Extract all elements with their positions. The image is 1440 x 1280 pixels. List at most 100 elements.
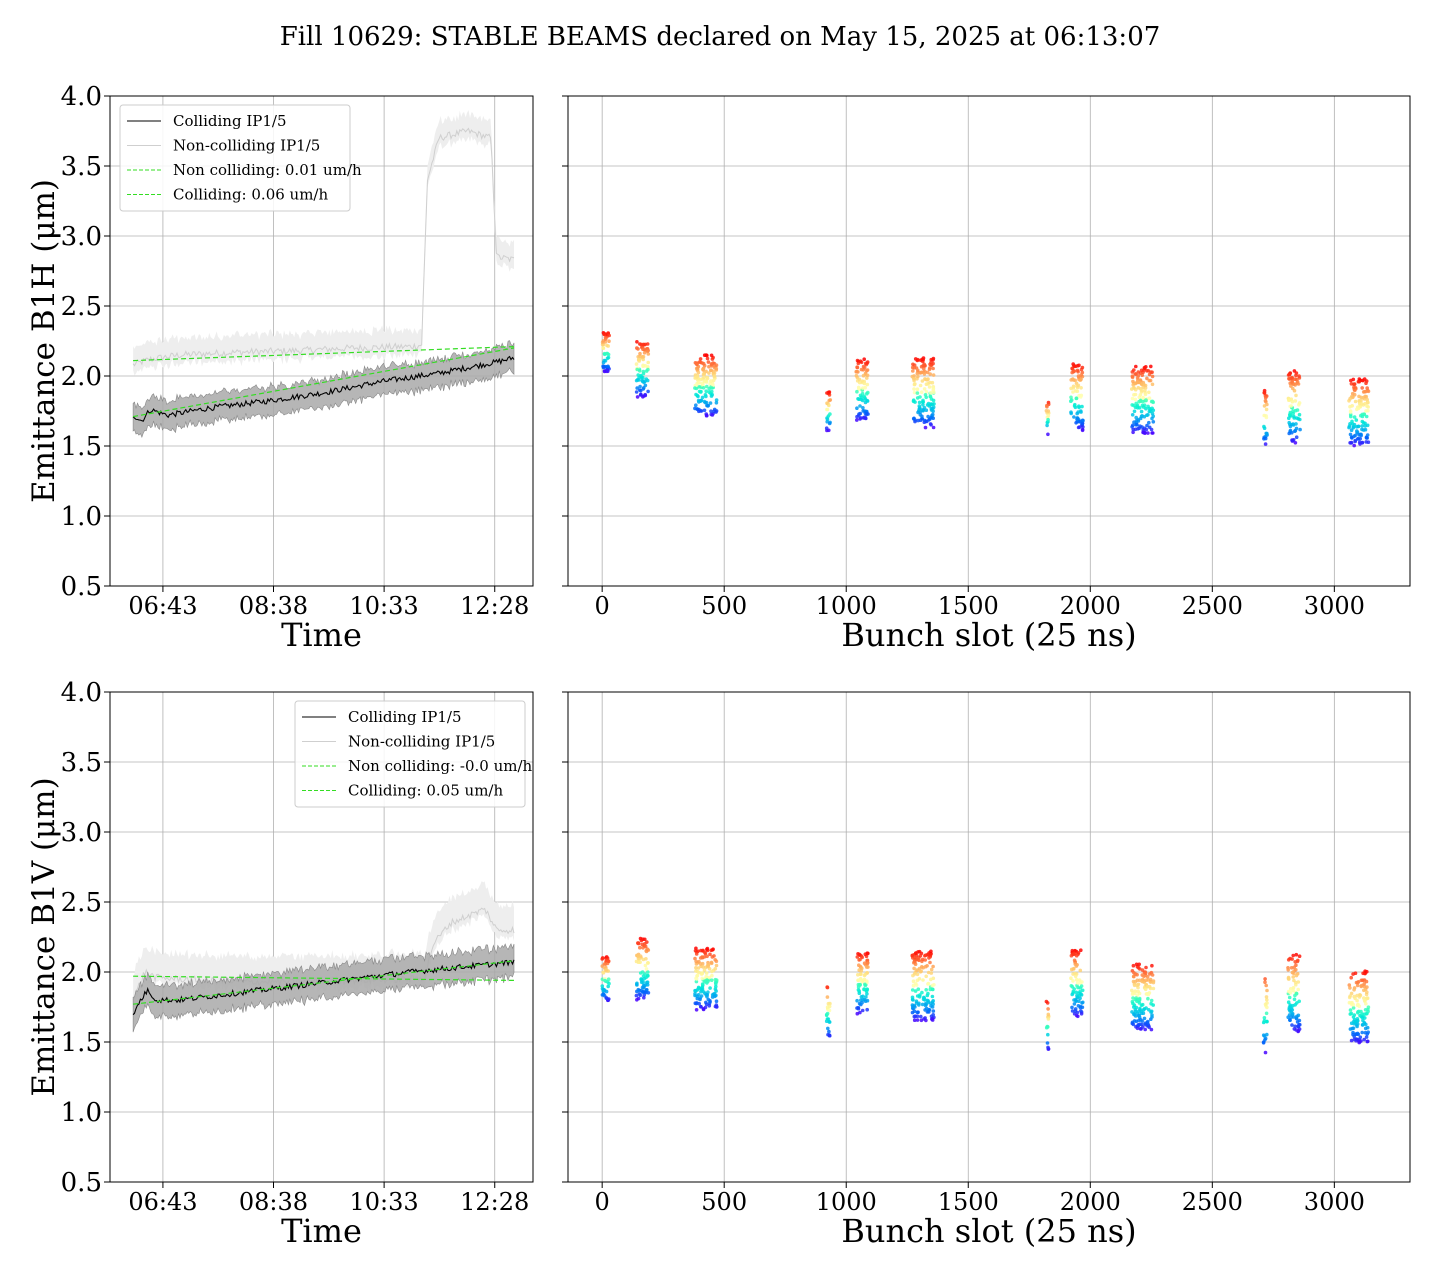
bunch-point [704,974,708,979]
bunch-point [923,954,927,958]
bunch-point [857,387,862,391]
bunch-point [634,993,639,998]
bunch-point [705,946,710,951]
bunch-point [1297,374,1301,378]
bunch-point [1347,1000,1352,1005]
bunch-point [916,374,920,379]
bunch-point [602,352,607,357]
bunch-point [704,389,708,394]
bunch-point [1265,1001,1269,1005]
legend-colliding-label: Colliding IP1/5 [348,708,462,726]
bunch-point [1080,1001,1084,1005]
bunch-point [916,368,920,373]
bunch-point [861,994,865,999]
bunch-point [639,392,643,397]
bunch-point [1147,396,1152,401]
bunch-point [865,992,869,996]
bunch-point [1360,1030,1364,1035]
legend-noncolliding-fit-label: Non colliding: 0.01 um/h [173,161,362,179]
bunch-point [827,1029,831,1034]
bunch-point [700,985,705,989]
bunch-point [695,994,699,998]
bunch-point [1076,1014,1080,1019]
bunch-point [1288,1018,1292,1022]
bunch-point [641,342,646,347]
bunch-point [923,363,927,368]
bunch-point [1147,984,1152,989]
bunch-point [926,982,930,986]
bunch-point [643,393,648,398]
bunch-point [1140,425,1144,429]
bunch-point [641,379,645,384]
x-tick-label: 1500 [938,592,999,620]
bunch-point [857,377,862,382]
bunch-point [1295,1020,1300,1024]
bunch-point [1364,381,1368,386]
bunch-point [1363,1008,1368,1012]
bunch-point [1146,996,1150,1001]
y-tick-label: 1.0 [61,1098,102,1128]
bunch-point [693,956,697,961]
x-tick-label: 06:43 [128,1188,197,1216]
y-tick-label: 2.0 [61,958,102,988]
bunch-point [1348,410,1353,414]
bunch-point [634,362,639,366]
bunch-point [922,387,927,391]
bunch-point [1135,380,1139,385]
bunch-point [1358,1035,1363,1039]
bunch-point [864,369,869,373]
bunch-point [1142,974,1146,978]
bunch-point [711,947,715,951]
bunch-point [1045,404,1049,409]
bunch-point [855,406,859,411]
x-tick-label: 2000 [1060,1188,1121,1216]
bunch-point [1360,419,1365,424]
bunch-point [1144,398,1148,402]
bunch-point [606,959,611,963]
bunch-point [1353,439,1357,444]
bunch-point [642,347,647,352]
bunch-point [693,949,698,953]
bunch-point [643,944,648,949]
bunch-point [912,374,916,378]
bunch-point [605,356,610,361]
bunch-point [1134,415,1138,420]
bunch-point [1357,1009,1361,1014]
axes-frame [567,95,1411,587]
bunch-point [827,1033,832,1038]
bunch-point [1131,963,1136,968]
bunch-point [1263,980,1267,984]
bunch-point [1287,995,1292,1000]
bunch-point [710,973,714,978]
legend-colliding-fit-label: Colliding: 0.06 um/h [173,186,328,204]
bunch-point [1136,1009,1141,1013]
bunch-point [865,376,869,380]
bunch-point [1145,975,1150,979]
bunch-point [1077,404,1081,409]
bunch-point [861,386,865,390]
bunch-point [1348,994,1352,998]
bunch-point [915,972,920,977]
bunch-point [1355,407,1359,412]
x-tick-label: 2000 [1060,592,1121,620]
bunch-point [1288,424,1293,429]
bunch-point [1357,377,1362,381]
bunch-point [1350,1000,1354,1005]
bunch-point [862,357,866,362]
bunch-point [713,967,718,971]
bunch-point [1289,404,1293,408]
bunch-point [825,1011,830,1016]
bunch-point [1349,1038,1354,1043]
colliding-line [132,959,515,1016]
bunch-point [639,938,644,943]
bunch-point [1265,988,1269,993]
bunch-point [863,983,868,988]
figure-title: Fill 10629: STABLE BEAMS declared on May… [280,22,1161,52]
bunch-point [865,398,869,403]
colliding-line [132,355,515,422]
bunch-point [865,382,870,387]
bunch-point [706,979,710,984]
bunch-point [1069,395,1073,400]
bunch-point [1352,422,1357,427]
